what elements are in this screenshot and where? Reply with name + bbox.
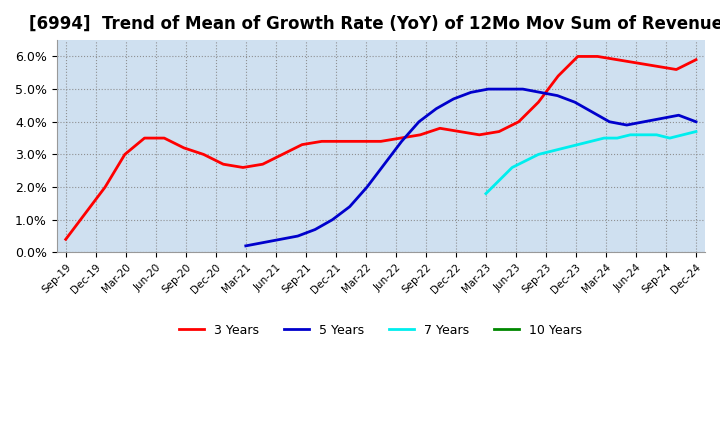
Title: [6994]  Trend of Mean of Growth Rate (YoY) of 12Mo Mov Sum of Revenues: [6994] Trend of Mean of Growth Rate (YoY… bbox=[29, 15, 720, 33]
Legend: 3 Years, 5 Years, 7 Years, 10 Years: 3 Years, 5 Years, 7 Years, 10 Years bbox=[174, 319, 588, 342]
